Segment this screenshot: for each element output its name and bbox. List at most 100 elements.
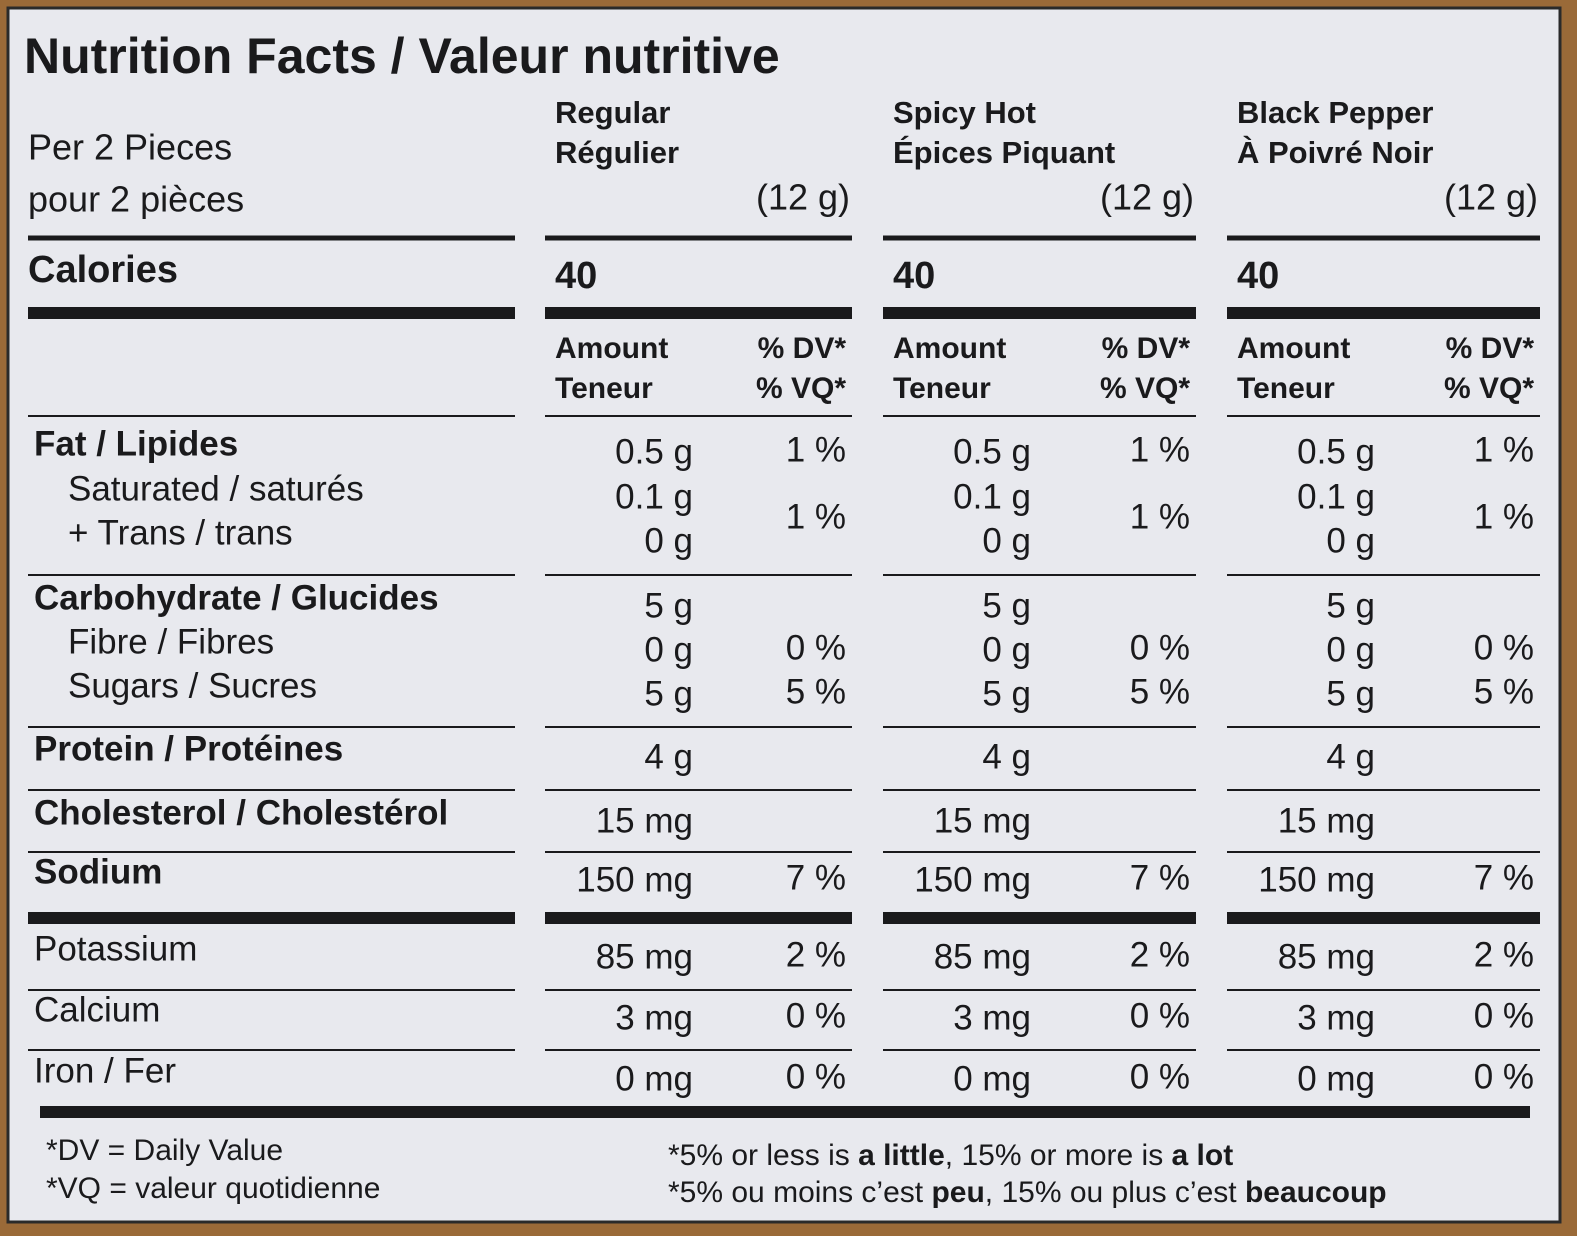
rule [1227,789,1540,791]
serving: Per 2 Pieces [28,127,232,168]
guidance-part: peu [931,1176,984,1209]
guidance-part: beaucoup [1245,1176,1387,1209]
rule [883,415,1196,417]
footnote: *DV = Daily Value [46,1134,283,1167]
amount-header: Teneur [893,372,991,405]
amount: 0 mg [615,1059,693,1098]
rule [883,851,1196,853]
rule [883,307,1196,319]
rule [28,789,515,791]
amount: 85 mg [1278,937,1375,976]
nutrient-label: Protein / Protéines [34,729,343,768]
rule [883,235,1196,241]
rule [1227,1049,1540,1051]
column-name: Épices Piquant [893,135,1115,170]
rule [545,1049,852,1051]
amount-header: Amount [1237,332,1350,365]
rule [883,912,1196,924]
rule [1227,989,1540,991]
rule [28,912,515,924]
column-name: Régulier [555,135,679,170]
amount: 5 g [1326,674,1375,713]
nutrient-label: Saturated / saturés [68,469,364,508]
amount: 3 mg [615,998,693,1037]
amount-header: Teneur [555,372,653,405]
rule [1227,307,1540,319]
guidance-part: a lot [1172,1139,1234,1172]
rule [28,1049,515,1051]
dv-header: % DV* [1446,332,1535,365]
rule [545,235,852,241]
column-name: Black Pepper [1237,95,1433,130]
rule [883,1049,1196,1051]
amount: 0 g [644,630,693,669]
amount: 4 g [644,737,693,776]
amount: 15 mg [934,801,1031,840]
daily-value: 0 % [1130,996,1190,1035]
rule [545,726,852,728]
amount: 0.1 g [953,477,1031,516]
daily-value: 7 % [1474,858,1534,897]
rule [545,989,852,991]
amount: 0 g [982,630,1031,669]
daily-value: 5 % [1474,672,1534,711]
daily-value: 0 % [786,628,846,667]
rule [1227,574,1540,576]
amount: 0 g [1326,521,1375,560]
amount-header: Teneur [1237,372,1335,405]
amount: 15 mg [1278,801,1375,840]
rule [28,235,515,241]
daily-value: 2 % [786,935,846,974]
nutrient-label: + Trans / trans [68,513,293,552]
dv-header: % VQ* [756,372,846,405]
nutrient-label: Carbohydrate / Glucides [34,578,439,617]
daily-value: 0 % [1474,996,1534,1035]
amount: 5 g [644,586,693,625]
serving-size: (12 g) [1100,177,1194,218]
calories-value: 40 [555,255,597,297]
nutrient-label: Iron / Fer [34,1051,176,1090]
amount: 85 mg [934,937,1031,976]
rule [545,574,852,576]
nutrient-label: Sodium [34,852,162,891]
serving-size: (12 g) [756,177,850,218]
serving-size: (12 g) [1444,177,1538,218]
amount: 150 mg [914,860,1031,899]
rule [1227,912,1540,924]
column-name: À Poivré Noir [1237,135,1433,170]
daily-value: 5 % [786,672,846,711]
daily-value: 0 % [1474,1057,1534,1096]
nutrient-label: Cholesterol / Cholestérol [34,793,448,832]
amount-header: Amount [893,332,1006,365]
amount-header: Amount [555,332,668,365]
daily-value: 0 % [1130,628,1190,667]
amount: 3 mg [1297,998,1375,1037]
rule [883,989,1196,991]
amount: 0 mg [1297,1059,1375,1098]
amount: 0.5 g [1297,432,1375,471]
rule [545,307,852,319]
guidance-part: a little [858,1139,945,1172]
dv-header: % DV* [1102,332,1191,365]
daily-value: 1 % [1130,430,1190,469]
amount: 0 g [1326,630,1375,669]
amount: 5 g [1326,586,1375,625]
daily-value: 5 % [1130,672,1190,711]
amount: 0 g [644,521,693,560]
daily-value: 0 % [786,996,846,1035]
daily-value: 1 % [1474,497,1534,536]
calories-label: Calories [28,249,178,291]
rule [545,415,852,417]
daily-value: 0 % [1474,628,1534,667]
rule [28,989,515,991]
calories-value: 40 [1237,255,1279,297]
rule [545,912,852,924]
guidance-part: *5% or less is [668,1139,858,1172]
daily-value: 0 % [786,1057,846,1096]
daily-value: 1 % [786,497,846,536]
amount: 0.5 g [615,432,693,471]
daily-value: 7 % [1130,858,1190,897]
rule [883,726,1196,728]
amount: 5 g [644,674,693,713]
